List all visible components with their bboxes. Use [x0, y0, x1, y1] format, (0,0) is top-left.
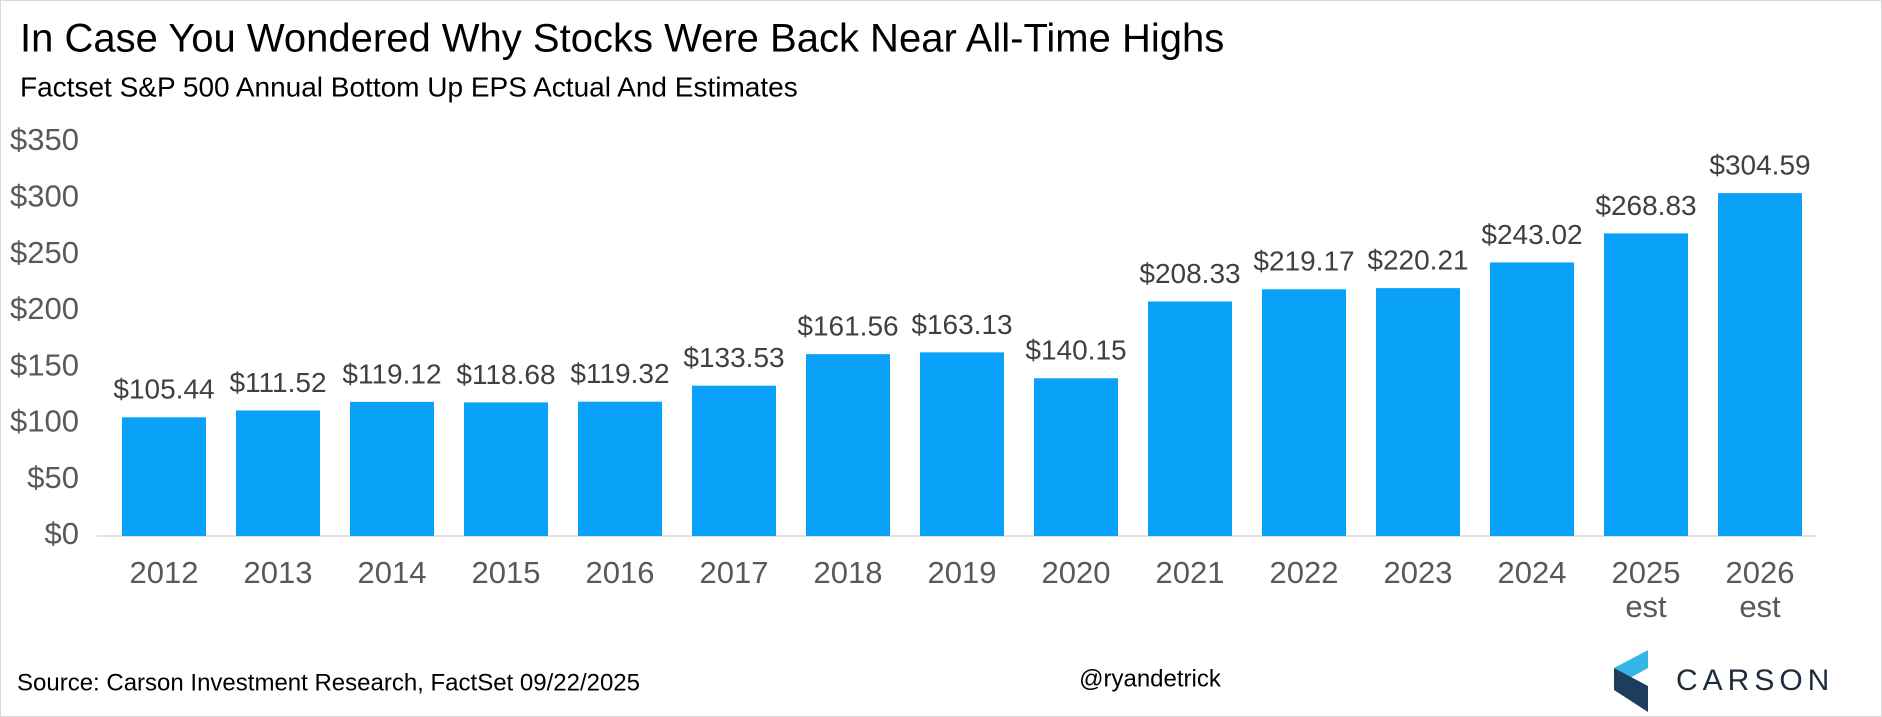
value-label: $111.52	[229, 367, 326, 398]
x-tick-label: 2024	[1497, 556, 1567, 590]
chart-title: In Case You Wondered Why Stocks Were Bac…	[20, 17, 1224, 61]
x-tick-label: 2014	[357, 556, 427, 590]
x-tick-label: 2016	[585, 556, 655, 590]
x-tick-label-box: 2017	[699, 556, 769, 590]
x-tick-label: 2019	[927, 556, 997, 590]
x-tick-label-box: 2021	[1155, 556, 1225, 590]
bar	[692, 385, 776, 536]
bar	[1490, 262, 1574, 536]
bar	[1034, 378, 1118, 536]
y-tick-label: $50	[27, 460, 79, 495]
value-label: $118.68	[456, 359, 555, 390]
value-label: $208.33	[1139, 258, 1240, 289]
value-label: $268.83	[1595, 190, 1696, 221]
x-tick-label-box: 2023	[1383, 556, 1453, 590]
bar	[1148, 301, 1232, 536]
bar	[1604, 233, 1688, 537]
logo-text: CARSON	[1676, 664, 1834, 697]
bar	[578, 401, 662, 536]
x-tick-label: 2018	[813, 556, 883, 590]
x-tick-label-box: 2016	[585, 556, 655, 590]
x-tick-label-box: 2014	[357, 556, 427, 590]
y-tick-label: $100	[10, 404, 79, 439]
value-label: $133.53	[683, 342, 784, 373]
source: Source: Carson Investment Research, Fact…	[17, 669, 640, 696]
value-label: $105.44	[113, 374, 214, 405]
bar	[1262, 289, 1346, 536]
x-tick-label-box: 2025 est	[1611, 556, 1681, 624]
bar	[350, 401, 434, 536]
bar	[1718, 193, 1802, 536]
x-tick-label: 2012	[129, 556, 199, 590]
x-tick-label: 2023	[1383, 556, 1453, 590]
x-tick-label: 2015	[471, 556, 541, 590]
logo-shape	[1614, 668, 1648, 712]
value-label: $119.32	[570, 358, 669, 389]
y-tick-label: $150	[10, 347, 79, 382]
value-label: $163.13	[911, 309, 1012, 340]
bar	[464, 402, 548, 536]
y-tick-label: $0	[45, 516, 79, 551]
bar	[122, 417, 206, 536]
x-tick-label: 2022	[1269, 556, 1339, 590]
x-tick-label: 2025 est	[1611, 556, 1681, 624]
x-tick-label-box: 2018	[813, 556, 883, 590]
y-tick-label: $300	[10, 178, 79, 213]
chart-subtitle: Factset S&P 500 Annual Bottom Up EPS Act…	[20, 71, 798, 102]
x-tick-label-box: 2026 est	[1725, 556, 1795, 624]
value-label: $219.17	[1253, 246, 1354, 277]
x-tick-label-box: 2013	[243, 556, 313, 590]
x-tick-label-box: 2020	[1041, 556, 1111, 590]
y-tick-label: $350	[10, 122, 79, 157]
value-label: $304.59	[1709, 150, 1810, 181]
x-tick-label: 2026 est	[1725, 556, 1795, 624]
bar	[806, 354, 890, 536]
x-tick-label: 2017	[699, 556, 769, 590]
value-label: $119.12	[342, 358, 441, 389]
value-label: $161.56	[797, 311, 898, 342]
x-tick-label-box: 2022	[1269, 556, 1339, 590]
x-tick-label-box: 2015	[471, 556, 541, 590]
x-tick-label: 2013	[243, 556, 313, 590]
x-tick-label-box: 2019	[927, 556, 997, 590]
value-label: $140.15	[1025, 335, 1126, 366]
x-tick-label-box: 2024	[1497, 556, 1567, 590]
logo-mark	[1614, 650, 1648, 712]
value-label: $243.02	[1481, 219, 1582, 250]
bar	[236, 410, 320, 536]
y-tick-label: $250	[10, 235, 79, 270]
y-tick-label: $200	[10, 291, 79, 326]
x-tick-label: 2021	[1155, 556, 1225, 590]
value-label: $220.21	[1367, 244, 1468, 275]
logo-shape	[1614, 650, 1648, 678]
x-tick-label: 2020	[1041, 556, 1111, 590]
x-tick-label-box: 2012	[129, 556, 199, 590]
bar	[920, 352, 1004, 536]
handle: @ryandetrick	[1079, 665, 1222, 692]
bar	[1376, 288, 1460, 536]
